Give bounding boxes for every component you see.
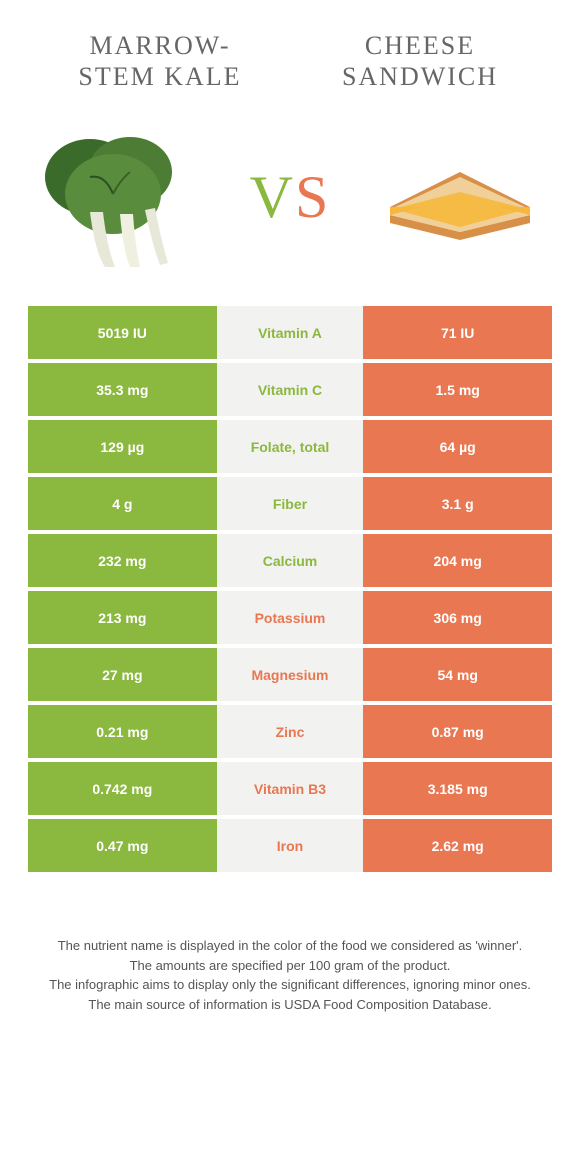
table-row: 129 µgFolate, total64 µg xyxy=(28,420,552,473)
value-left: 27 mg xyxy=(28,648,217,701)
vs-s: S xyxy=(295,164,330,230)
value-right: 3.1 g xyxy=(363,477,552,530)
nutrient-name: Fiber xyxy=(217,477,364,530)
value-right: 54 mg xyxy=(363,648,552,701)
food-title-left: MARROW-STEM KALE xyxy=(50,30,270,92)
nutrient-name: Calcium xyxy=(217,534,364,587)
nutrient-table: 5019 IUVitamin A71 IU35.3 mgVitamin C1.5… xyxy=(28,302,552,876)
table-row: 5019 IUVitamin A71 IU xyxy=(28,306,552,359)
value-right: 3.185 mg xyxy=(363,762,552,815)
footer-line: The main source of information is USDA F… xyxy=(30,995,550,1015)
table-row: 213 mgPotassium306 mg xyxy=(28,591,552,644)
value-right: 204 mg xyxy=(363,534,552,587)
table-row: 0.742 mgVitamin B33.185 mg xyxy=(28,762,552,815)
nutrient-name: Iron xyxy=(217,819,364,872)
value-left: 4 g xyxy=(28,477,217,530)
value-left: 232 mg xyxy=(28,534,217,587)
value-right: 71 IU xyxy=(363,306,552,359)
value-left: 0.21 mg xyxy=(28,705,217,758)
vs-v: V xyxy=(250,164,295,230)
table-row: 0.47 mgIron2.62 mg xyxy=(28,819,552,872)
table-row: 232 mgCalcium204 mg xyxy=(28,534,552,587)
nutrient-name: Magnesium xyxy=(217,648,364,701)
value-right: 1.5 mg xyxy=(363,363,552,416)
value-right: 0.87 mg xyxy=(363,705,552,758)
sandwich-image xyxy=(370,117,550,277)
value-right: 2.62 mg xyxy=(363,819,552,872)
value-left: 0.47 mg xyxy=(28,819,217,872)
nutrient-name: Folate, total xyxy=(217,420,364,473)
nutrient-name: Vitamin A xyxy=(217,306,364,359)
value-right: 64 µg xyxy=(363,420,552,473)
value-left: 5019 IU xyxy=(28,306,217,359)
footer-line: The nutrient name is displayed in the co… xyxy=(30,936,550,956)
value-left: 129 µg xyxy=(28,420,217,473)
footer-line: The infographic aims to display only the… xyxy=(30,975,550,995)
value-left: 0.742 mg xyxy=(28,762,217,815)
value-left: 213 mg xyxy=(28,591,217,644)
value-right: 306 mg xyxy=(363,591,552,644)
nutrient-name: Vitamin B3 xyxy=(217,762,364,815)
table-row: 27 mgMagnesium54 mg xyxy=(28,648,552,701)
nutrient-name: Vitamin C xyxy=(217,363,364,416)
table-row: 4 gFiber3.1 g xyxy=(28,477,552,530)
footer-line: The amounts are specified per 100 gram o… xyxy=(30,956,550,976)
nutrient-name: Potassium xyxy=(217,591,364,644)
value-left: 35.3 mg xyxy=(28,363,217,416)
food-title-right: CHEESESANDWICH xyxy=(310,30,530,92)
nutrient-name: Zinc xyxy=(217,705,364,758)
table-row: 35.3 mgVitamin C1.5 mg xyxy=(28,363,552,416)
table-row: 0.21 mgZinc0.87 mg xyxy=(28,705,552,758)
kale-image xyxy=(30,117,210,277)
footer-notes: The nutrient name is displayed in the co… xyxy=(0,876,580,1014)
vs-label: VS xyxy=(250,163,331,232)
